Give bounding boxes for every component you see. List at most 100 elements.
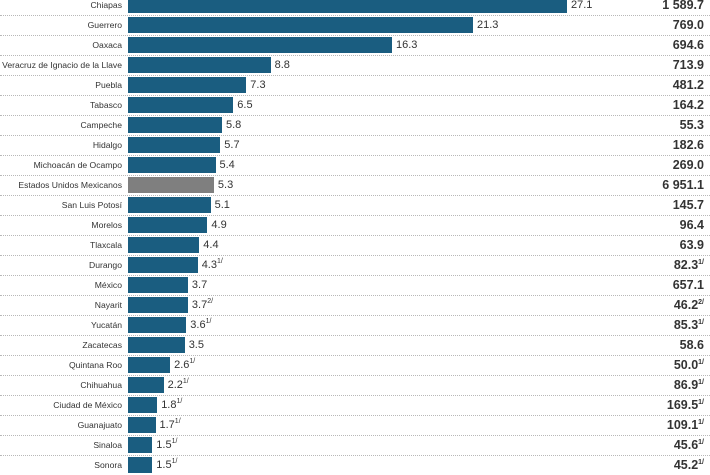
chart-row: Quintana Roo 2.61/50.01/ [0,355,710,375]
chart-row: Tabasco 6.5 164.2 [0,95,710,115]
total-value: 55.3 [679,118,704,132]
chart-row: Morelos 4.9 96.4 [0,215,710,235]
data-label: 8.8 [274,59,290,71]
bar [128,417,156,433]
footnote-mark: 1/ [698,319,704,326]
row-separator [0,275,710,276]
bar [128,277,188,293]
category-label: Veracruz de Ignacio de la Llave [2,59,122,70]
footnote-mark: 1/ [698,459,704,466]
category-label: Hidalgo [92,139,122,150]
bar [128,217,208,233]
total-value: 85.31/ [673,318,704,332]
data-label: 5.7 [224,139,240,151]
footnote-mark: 1/ [182,378,189,385]
total-value: 96.4 [679,218,704,232]
chart-row: San Luis Potosí 5.1 145.7 [0,195,710,215]
bar [128,57,271,73]
footnote-mark: 1/ [698,419,704,426]
footnote-mark: 1/ [698,399,704,406]
data-label: 3.7 [191,279,208,291]
data-label: 4.31/ [201,258,223,271]
total-value: 58.6 [679,338,704,352]
bar [128,197,211,213]
category-label: Sonora [94,459,122,470]
chart-row: Nayarit 3.72/46.22/ [0,295,710,315]
category-label: Oaxaca [92,39,122,50]
category-label: México [94,279,122,290]
chart-row: Guanajuato 1.71/109.11/ [0,415,710,435]
chart-row: Zacatecas 3.5 58.6 [0,335,710,355]
total-value: 145.7 [672,198,704,212]
total-value: 169.51/ [666,398,704,412]
row-separator [0,415,710,416]
bar [128,297,188,313]
data-label: 5.8 [226,119,242,131]
data-label: 6.5 [237,99,253,111]
category-label: Morelos [91,219,122,230]
data-label: 7.3 [250,79,266,91]
chart-row: Estados Unidos Mexicanos 5.3 6 951.1 [0,175,710,195]
bar [128,257,198,273]
chart-row: Chihuahua 2.21/86.91/ [0,375,710,395]
total-value: 6 951.1 [662,178,704,192]
footnote-mark: 1/ [216,258,223,265]
chart-row: Yucatán 3.61/85.31/ [0,315,710,335]
category-label: Puebla [95,79,122,90]
data-label: 4.9 [211,219,227,231]
row-separator [0,155,710,156]
footnote-mark: 2/ [698,299,704,306]
total-value: 694.6 [672,38,704,52]
data-label: 3.5 [188,339,204,351]
data-label: 2.21/ [167,378,189,391]
row-separator [0,15,710,16]
bar [128,77,247,93]
chart-row: Veracruz de Ignacio de la Llave 8.8 713.9 [0,55,710,75]
footnote-mark: 2/ [207,298,214,305]
data-label: 1.51/ [156,458,178,471]
data-label: 21.3 [477,19,499,31]
footnote-mark: 1/ [698,359,704,366]
data-label: 5.1 [214,199,230,211]
bar [128,37,392,53]
data-label: 1.81/ [161,398,183,411]
bar [128,157,216,173]
row-separator [0,295,710,296]
chart-row: Sonora 1.51/45.21/ [0,455,710,475]
chart-row: Sinaloa 1.51/45.61/ [0,435,710,455]
bar [128,397,158,413]
bar [128,357,171,373]
chart-row: Oaxaca 16.3 694.6 [0,35,710,55]
bar [128,0,567,13]
footnote-mark: 1/ [171,438,178,445]
data-label: 1.71/ [159,418,181,431]
footnote-mark: 1/ [171,458,178,465]
data-label: 2.61/ [174,358,196,371]
category-label: Ciudad de México [53,399,122,410]
row-separator [0,375,710,376]
row-separator [0,355,710,356]
category-label: Campeche [80,119,122,130]
category-label: Guanajuato [77,419,122,430]
category-label: Michoacán de Ocampo [33,159,122,170]
footnote-mark: 1/ [174,418,181,425]
category-label: Durango [89,259,122,270]
category-label: Guerrero [87,19,122,30]
category-label: Nayarit [94,299,122,310]
data-label: 4.4 [203,239,219,251]
total-value: 269.0 [672,158,704,172]
bar [128,317,187,333]
chart-row: Guerrero 21.3 769.0 [0,15,710,35]
bar [128,137,221,153]
row-separator [0,95,710,96]
bar [128,377,164,393]
total-value: 109.11/ [666,418,704,432]
bar [128,457,153,473]
data-label: 3.61/ [190,318,212,331]
bar [128,237,200,253]
footnote-mark: 1/ [205,318,212,325]
total-value: 45.21/ [673,458,704,472]
chart-row: Chiapas 27.1 1 589.7 [0,0,710,15]
row-separator [0,255,710,256]
row-separator [0,235,710,236]
